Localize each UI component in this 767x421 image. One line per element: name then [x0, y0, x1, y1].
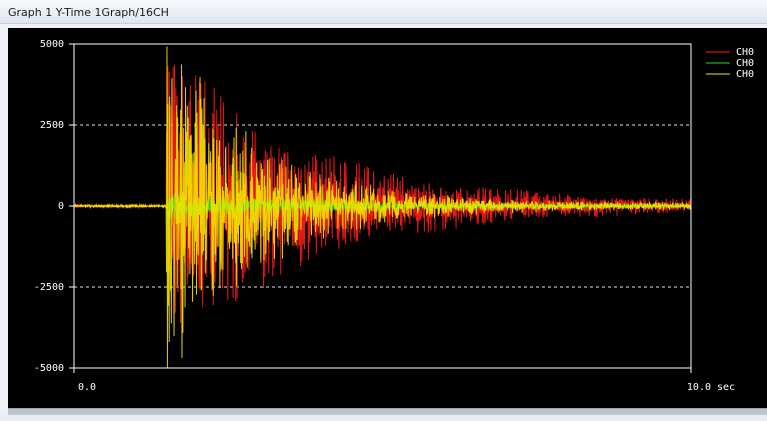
plot-area[interactable]: 5000 2500 0 -2500 -5000 0.0 10.0 sec CH0 CH0 CH…: [8, 28, 767, 408]
legend-label: CH0: [736, 47, 754, 58]
status-strip: [8, 408, 767, 416]
y-axis-ticks: 5000 2500 0 -2500 -5000: [34, 39, 74, 374]
title-bar[interactable]: Graph 1 Y-Time 1Graph/16CH: [0, 0, 767, 24]
y-tick-label: -2500: [34, 282, 64, 293]
y-tick-label: 5000: [40, 39, 64, 50]
legend-label: CH0: [736, 69, 754, 80]
legend-label: CH0: [736, 58, 754, 69]
x-tick-label: 0.0: [78, 382, 96, 393]
y-tick-label: 2500: [40, 120, 64, 131]
x-axis-ticks: 0.0 10.0 sec: [73, 368, 735, 393]
series-lines: [73, 46, 692, 369]
y-tick-label: -5000: [34, 363, 64, 374]
series-line-2: [73, 46, 692, 369]
x-tick-label: 10.0 sec: [687, 382, 735, 393]
window-bottom: [0, 415, 767, 421]
window-title: Graph 1 Y-Time 1Graph/16CH: [8, 6, 169, 19]
y-tick-label: 0: [58, 201, 64, 212]
